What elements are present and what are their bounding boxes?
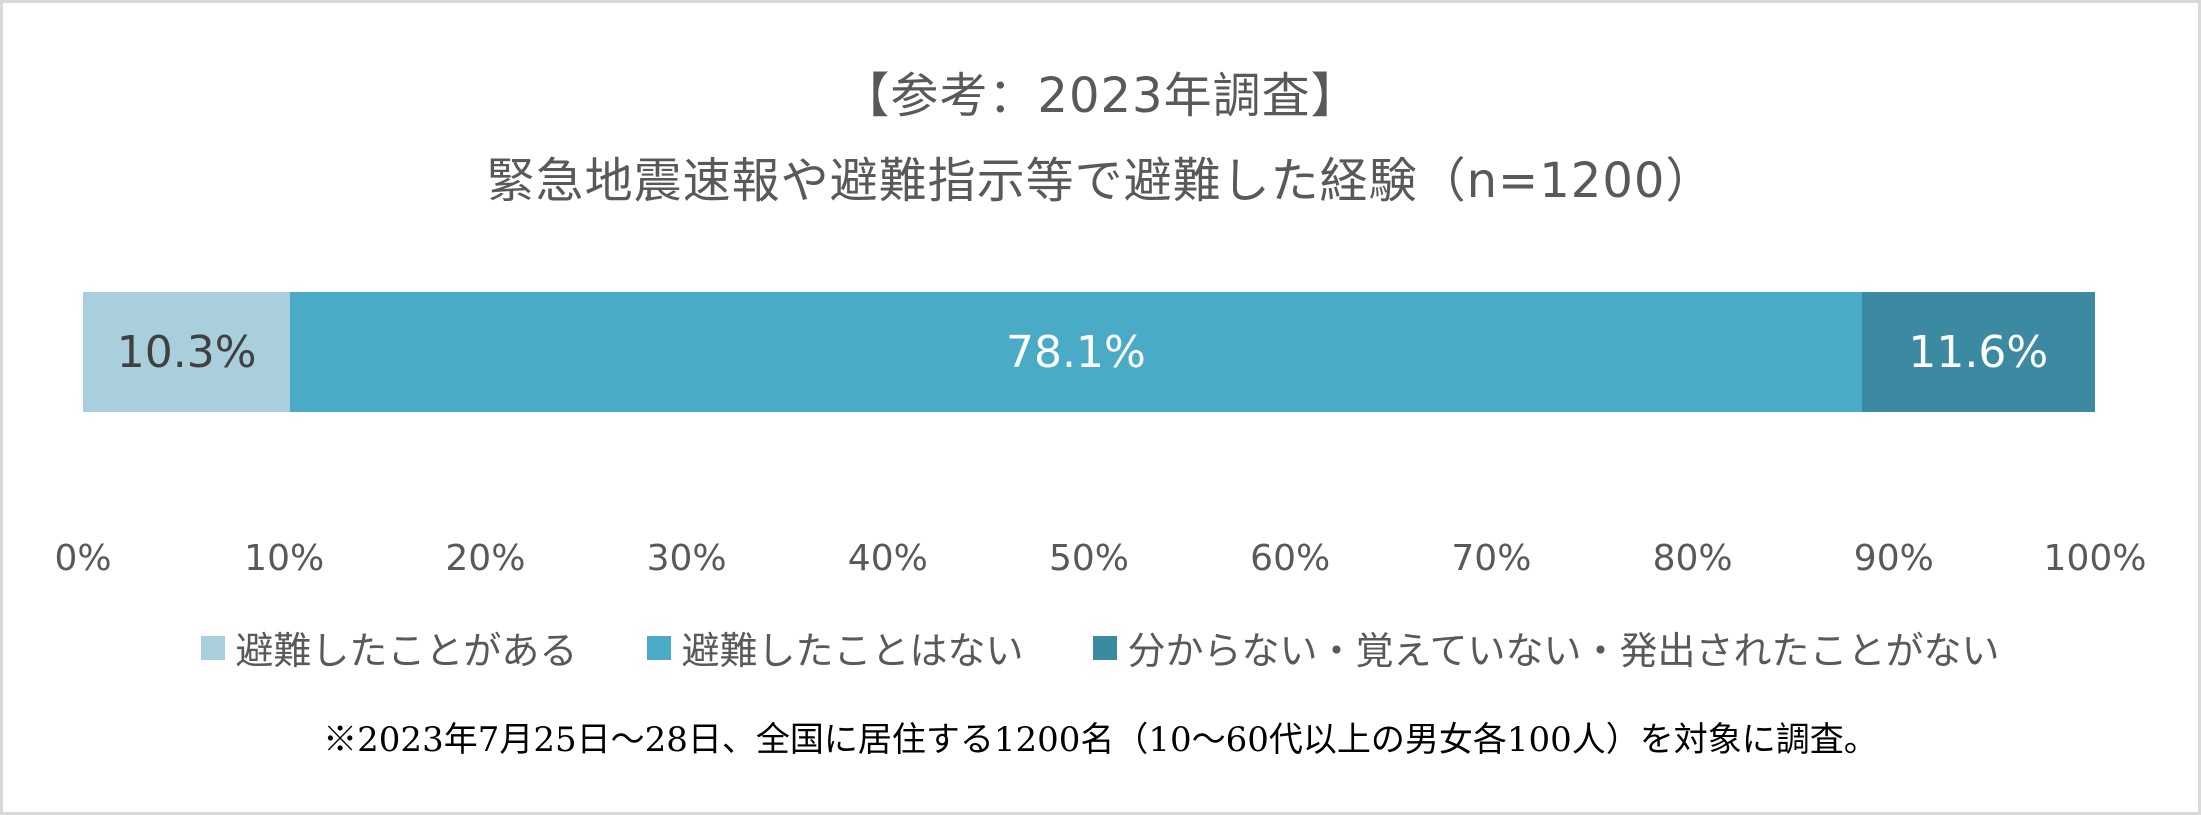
- axis-tick: 80%: [1652, 538, 1733, 579]
- axis-tick: 30%: [646, 538, 727, 579]
- chart-title-line1: 【参考：2023年調査】: [841, 68, 1360, 124]
- legend-item-unknown: 分からない・覚えていない・発出されたことがない: [1093, 620, 2000, 675]
- chart-title-line2: 緊急地震速報や避難指示等で避難した経験（n=1200）: [486, 153, 1715, 209]
- bar-segment-not-evacuated: 78.1%: [290, 292, 1862, 412]
- axis-tick: 90%: [1853, 538, 1934, 579]
- axis-tick: 50%: [1048, 538, 1130, 579]
- legend-swatch-icon: [647, 635, 672, 660]
- bar-segment-evacuated: 10.3%: [83, 292, 291, 412]
- axis-tick: 40%: [847, 538, 928, 579]
- axis-tick: 70%: [1451, 538, 1532, 579]
- legend-item-evacuated: 避難したことがある: [201, 620, 577, 675]
- data-label-evacuated: 10.3%: [116, 326, 257, 378]
- axis-tick: 0%: [54, 538, 112, 579]
- legend-item-not-evacuated: 避難したことはない: [647, 620, 1023, 675]
- axis-tick: 60%: [1250, 538, 1331, 579]
- axis-tick: 100%: [2043, 538, 2147, 579]
- legend-label: 避難したことがある: [235, 629, 578, 673]
- axis-tick: 10%: [244, 538, 325, 579]
- legend: 避難したことがある 避難したことはない 分からない・覚えていない・発出されたこと…: [0, 620, 2201, 675]
- data-label-not-evacuated: 78.1%: [1006, 326, 1146, 378]
- legend-label: 避難したことはない: [681, 629, 1024, 673]
- axis-tick: 20%: [445, 538, 526, 579]
- stacked-bar: 10.3% 78.1% 11.6%: [83, 292, 2095, 412]
- legend-label: 分からない・覚えていない・発出されたことがない: [1127, 629, 2000, 673]
- legend-swatch-icon: [1093, 635, 1118, 660]
- data-label-unknown: 11.6%: [1908, 326, 2049, 378]
- bar-segment-unknown: 11.6%: [1861, 292, 2095, 412]
- survey-note: ※2023年7月25日〜28日、全国に居住する1200名（10〜60代以上の男女…: [323, 720, 1878, 760]
- legend-swatch-icon: [201, 635, 226, 660]
